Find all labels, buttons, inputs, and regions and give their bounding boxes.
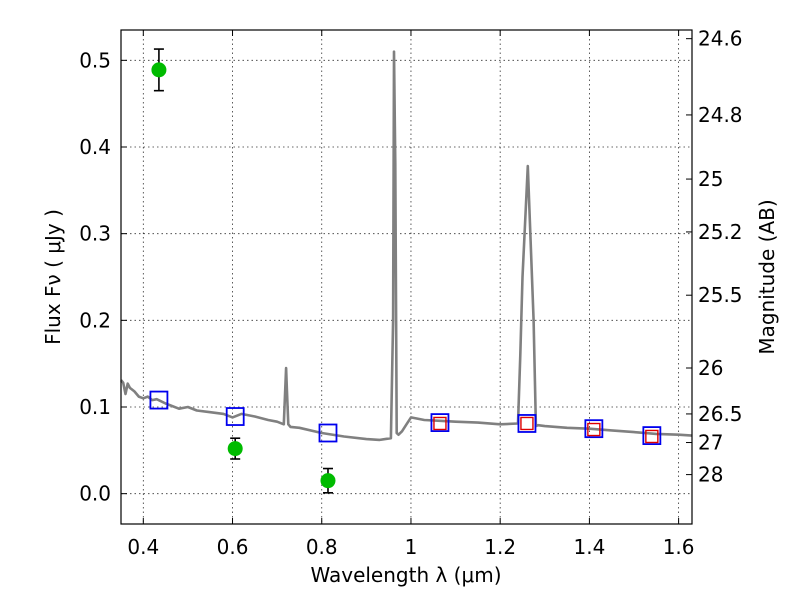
right-tick-label: 24.8	[698, 103, 743, 127]
red-flux-square	[520, 416, 534, 431]
right-tick-label: 24.6	[698, 27, 743, 51]
series-layer	[120, 48, 693, 494]
y-axis-title: Flux Fν ( μJy )	[41, 209, 65, 345]
x-axis-title: Wavelength λ (μm)	[310, 563, 501, 587]
y-tick-label: 0.4	[79, 135, 111, 159]
red-flux-square	[645, 429, 659, 444]
model-flux-square	[225, 407, 245, 426]
y-tick-label: 0.0	[79, 482, 111, 506]
model-flux-square	[430, 413, 450, 433]
x-tick-label: 1.6	[663, 535, 695, 559]
right-tick-label: 25.5	[698, 283, 743, 307]
model-flux-square	[318, 423, 338, 443]
model-flux-square	[584, 419, 604, 439]
x-tick-label: 1.4	[573, 535, 605, 559]
red-flux-square	[433, 416, 447, 431]
x-tick-label: 0.6	[217, 535, 249, 559]
y-tick-label: 0.2	[79, 308, 111, 332]
right-tick-label: 26.5	[698, 402, 743, 426]
y-tick-label: 0.3	[79, 222, 111, 246]
ticks-layer: 0.4 0.6 0.8 1 1.2 1.4 1.6 0.0 0.1 0.2 0.3 0.4 0.5 28 2…	[79, 27, 742, 559]
model-flux-square	[149, 390, 169, 410]
red-flux-square	[587, 422, 601, 437]
right-tick-label: 25	[698, 167, 723, 191]
y-axis-right-title: Magnitude (AB)	[755, 199, 779, 354]
right-tick-label: 26	[698, 356, 723, 380]
x-tick-label: 1.2	[484, 535, 516, 559]
observed-flux-point	[320, 473, 336, 489]
observed-flux-point	[151, 62, 167, 78]
x-tick-label: 0.4	[127, 535, 159, 559]
x-tick-label: 1	[405, 535, 418, 559]
right-tick-label: 28	[698, 463, 723, 487]
y-tick-label: 0.5	[79, 48, 111, 72]
model-flux-square	[642, 426, 662, 446]
y-tick-label: 0.1	[79, 395, 111, 419]
plot-frame	[120, 29, 693, 525]
x-tick-label: 0.8	[306, 535, 338, 559]
observed-flux-point	[227, 441, 243, 457]
right-tick-label: 25.2	[698, 220, 743, 244]
grid-layer	[121, 30, 692, 524]
model-flux-square	[517, 414, 537, 433]
right-tick-label: 27	[698, 431, 723, 455]
model-spectrum-line	[120, 50, 693, 442]
